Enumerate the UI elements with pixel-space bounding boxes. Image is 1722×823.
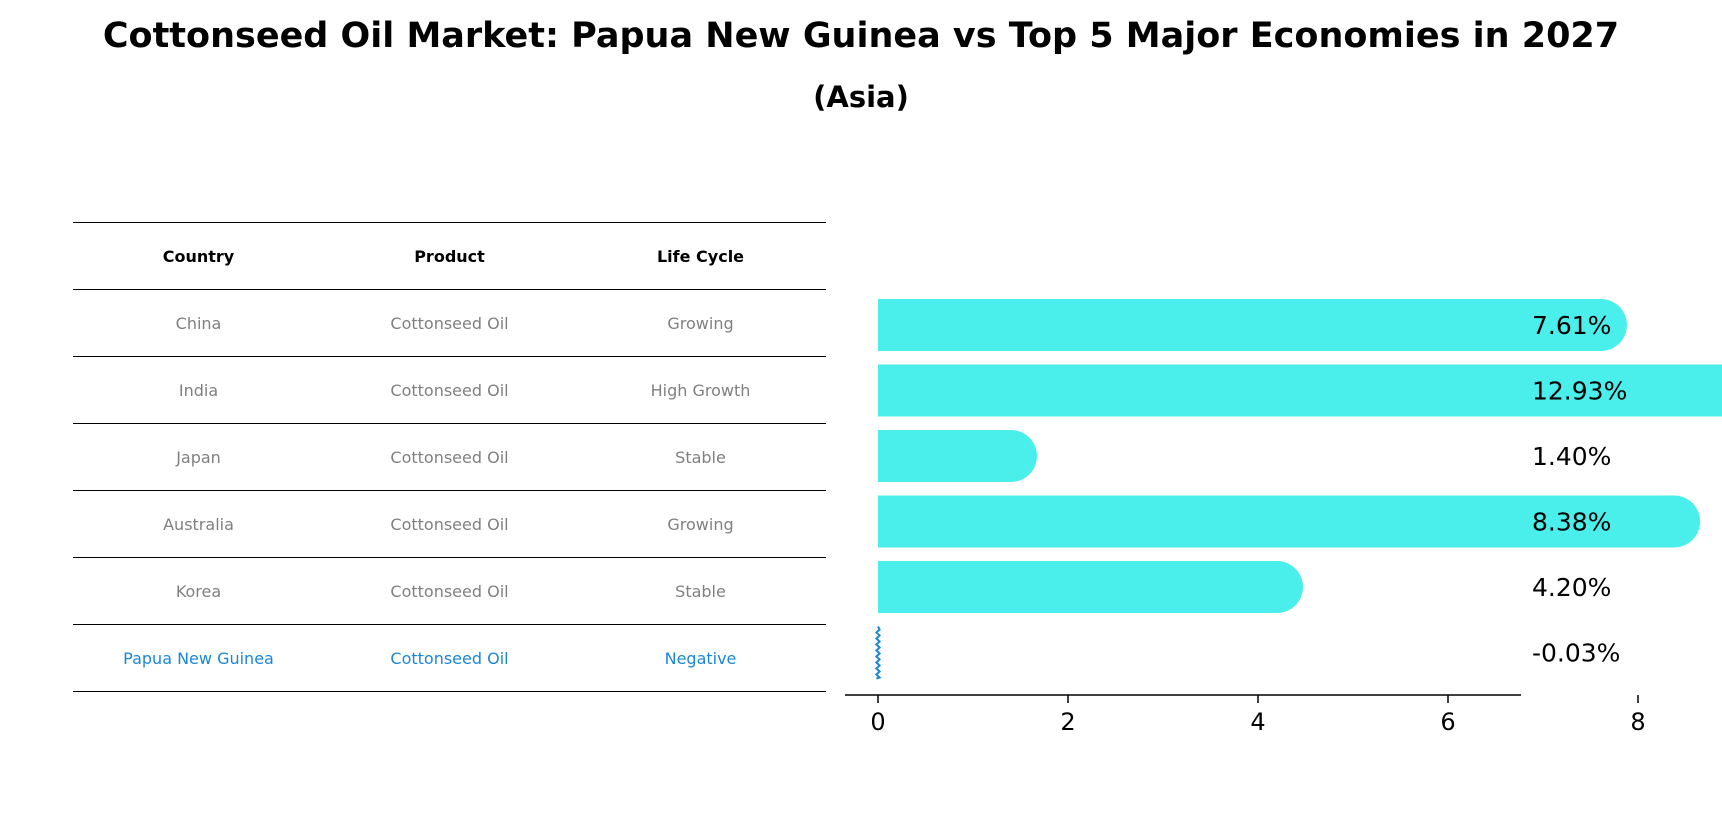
x-tick-label-4: 4 [1250, 708, 1265, 736]
bar-china [878, 299, 1627, 351]
table-row: Japan Cottonseed Oil Stable [73, 423, 826, 491]
value-label-india: 12.93% [1532, 377, 1627, 406]
cell-country: Japan [73, 423, 324, 491]
value-label-australia: 8.38% [1532, 508, 1611, 537]
value-label-japan: 1.40% [1532, 442, 1611, 471]
cell-product: Cottonseed Oil [324, 490, 575, 558]
cell-life-cycle: Growing [575, 490, 826, 558]
header-product: Product [324, 222, 575, 290]
table-row: India Cottonseed Oil High Growth [73, 356, 826, 424]
value-label-papua-new-guinea: -0.03% [1532, 639, 1620, 668]
cell-product: Cottonseed Oil [324, 624, 575, 692]
bar-australia [878, 495, 1701, 548]
x-tick-label-6: 6 [1440, 708, 1455, 736]
country-table: Country Product Life Cycle China Cottons… [73, 222, 826, 692]
cell-country: India [73, 356, 324, 424]
table-row-highlight: Papua New Guinea Cottonseed Oil Negative [73, 624, 826, 692]
header-country: Country [73, 222, 324, 290]
cell-life-cycle: Stable [575, 423, 826, 491]
cell-country: Korea [73, 557, 324, 625]
table-row: Korea Cottonseed Oil Stable [73, 557, 826, 625]
table-row: Australia Cottonseed Oil Growing [73, 490, 826, 558]
cell-country: China [73, 289, 324, 357]
chart-subtitle: (Asia) [813, 80, 909, 114]
table-header-row: Country Product Life Cycle [73, 222, 826, 290]
x-tick-label-0: 0 [870, 708, 885, 736]
cell-life-cycle: High Growth [575, 356, 826, 424]
value-label-korea: 4.20% [1532, 573, 1611, 602]
cell-life-cycle: Stable [575, 557, 826, 625]
chart-title: Cottonseed Oil Market: Papua New Guinea … [102, 16, 1620, 56]
header-life-cycle: Life Cycle [575, 222, 826, 290]
cell-country: Papua New Guinea [73, 624, 324, 692]
cell-life-cycle: Negative [575, 624, 826, 692]
x-tick-label-8: 8 [1630, 708, 1645, 736]
cell-country: Australia [73, 490, 324, 558]
cell-life-cycle: Growing [575, 289, 826, 357]
bar-papua-new-guinea [874, 626, 882, 680]
bar-korea [878, 561, 1303, 613]
table-row: China Cottonseed Oil Growing [73, 289, 826, 357]
bar-japan [878, 430, 1037, 482]
bar-india [878, 364, 1722, 417]
value-label-china: 7.61% [1532, 311, 1611, 340]
cell-product: Cottonseed Oil [324, 356, 575, 424]
x-tick-label-2: 2 [1060, 708, 1075, 736]
cell-product: Cottonseed Oil [324, 289, 575, 357]
